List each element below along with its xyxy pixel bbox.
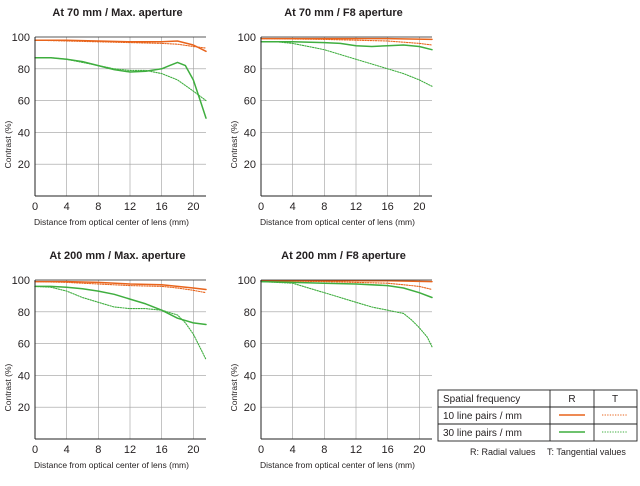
- x-tick-label: 16: [156, 444, 168, 456]
- mtf-panel-3: At 200 mm / Max. aperture 20 40 60 80 100 0 4 8 1…: [3, 250, 207, 470]
- y-axis-title: Contrast (%): [3, 120, 13, 168]
- series-line-30lp-radial: [34, 285, 207, 326]
- chart-title: At 70 mm / Max. aperture: [52, 7, 182, 19]
- x-tick-label: 8: [321, 201, 327, 213]
- y-axis-title: Contrast (%): [3, 363, 13, 411]
- mtf-panel-4: At 200 mm / F8 aperture 20 40 60 80 100 0 4 8 12 1…: [229, 250, 433, 470]
- y-tick-label: 80: [244, 307, 256, 319]
- y-tick-label: 60: [244, 96, 256, 108]
- y-tick-label: 40: [18, 370, 30, 382]
- y-tick-label: 60: [18, 339, 30, 351]
- chart-title: At 70 mm / F8 aperture: [284, 7, 403, 19]
- y-tick-label: 100: [238, 275, 256, 287]
- x-axis-title: Distance from optical center of lens (mm…: [34, 217, 189, 227]
- x-tick-label: 8: [321, 444, 327, 456]
- y-axis-title: Contrast (%): [229, 120, 239, 168]
- x-axis-title: Distance from optical center of lens (mm…: [260, 217, 415, 227]
- legend-col-r: R: [568, 394, 575, 405]
- series-line-30lp-tangential: [260, 41, 433, 87]
- series-line-10lp-tangential: [34, 39, 207, 49]
- y-tick-label: 60: [18, 96, 30, 108]
- x-tick-label: 8: [95, 444, 101, 456]
- y-tick-label: 60: [244, 339, 256, 351]
- legend-frame: [437, 389, 638, 442]
- x-tick-label: 12: [124, 201, 136, 213]
- x-axis-title: Distance from optical center of lens (mm…: [260, 460, 415, 470]
- y-tick-label: 20: [244, 402, 256, 414]
- series-line-30lp-tangential: [260, 281, 433, 348]
- legend: Spatial frequency R T 10 line pairs / mm…: [437, 389, 638, 457]
- y-tick-label: 40: [244, 370, 256, 382]
- y-tick-label: 40: [18, 127, 30, 139]
- legend-header-label: Spatial frequency: [443, 394, 520, 405]
- legend-row-30lp-label: 30 line pairs / mm: [443, 428, 522, 439]
- legend-col-t: T: [612, 394, 618, 405]
- y-axis-title: Contrast (%): [229, 363, 239, 411]
- mtf-panel-1: At 70 mm / Max. aperture 20 40 60 80 100 0 4 8 12…: [3, 7, 207, 227]
- y-tick-label: 80: [244, 64, 256, 76]
- x-tick-label: 0: [258, 201, 264, 213]
- x-tick-label: 20: [187, 201, 199, 213]
- y-tick-label: 100: [12, 32, 30, 44]
- y-tick-label: 40: [244, 127, 256, 139]
- x-tick-label: 0: [258, 444, 264, 456]
- x-tick-label: 8: [95, 201, 101, 213]
- series-line-10lp-radial: [34, 39, 207, 53]
- series-line-30lp-radial: [260, 41, 433, 51]
- x-tick-label: 12: [350, 201, 362, 213]
- y-tick-label: 100: [12, 275, 30, 287]
- x-tick-label: 4: [290, 444, 296, 456]
- x-axis-title: Distance from optical center of lens (mm…: [34, 460, 189, 470]
- series-line-10lp-tangential: [34, 281, 207, 294]
- series-line-10lp-radial: [34, 280, 207, 291]
- series-line-10lp-tangential: [260, 38, 433, 46]
- x-tick-label: 20: [413, 444, 425, 456]
- x-tick-label: 20: [187, 444, 199, 456]
- y-tick-label: 80: [18, 307, 30, 319]
- series-line-30lp-tangential: [34, 285, 207, 361]
- y-tick-label: 20: [18, 402, 30, 414]
- x-tick-label: 16: [382, 201, 394, 213]
- chart-title: At 200 mm / Max. aperture: [49, 250, 185, 262]
- x-tick-label: 16: [156, 201, 168, 213]
- series-line-30lp-radial: [260, 280, 433, 299]
- x-tick-label: 20: [413, 201, 425, 213]
- legend-note-radial: R: Radial values: [470, 447, 536, 457]
- chart-title: At 200 mm / F8 aperture: [281, 250, 406, 262]
- y-tick-label: 20: [18, 159, 30, 171]
- series-line-10lp-tangential: [260, 280, 433, 291]
- x-tick-label: 0: [32, 201, 38, 213]
- y-tick-label: 20: [244, 159, 256, 171]
- x-tick-label: 4: [290, 201, 296, 213]
- x-tick-label: 0: [32, 444, 38, 456]
- y-tick-label: 80: [18, 64, 30, 76]
- x-tick-label: 12: [350, 444, 362, 456]
- y-tick-label: 100: [238, 32, 256, 44]
- series-line-30lp-radial: [34, 56, 207, 119]
- series-line-30lp-tangential: [34, 57, 207, 102]
- mtf-panel-2: At 70 mm / F8 aperture 20 40 60 80 100 0 4 8 12 16…: [229, 7, 433, 227]
- x-tick-label: 4: [64, 201, 70, 213]
- legend-note-tangential: T: Tangential values: [547, 447, 626, 457]
- x-tick-label: 4: [64, 444, 70, 456]
- x-tick-label: 16: [382, 444, 394, 456]
- legend-row-10lp-label: 10 line pairs / mm: [443, 411, 522, 422]
- x-tick-label: 12: [124, 444, 136, 456]
